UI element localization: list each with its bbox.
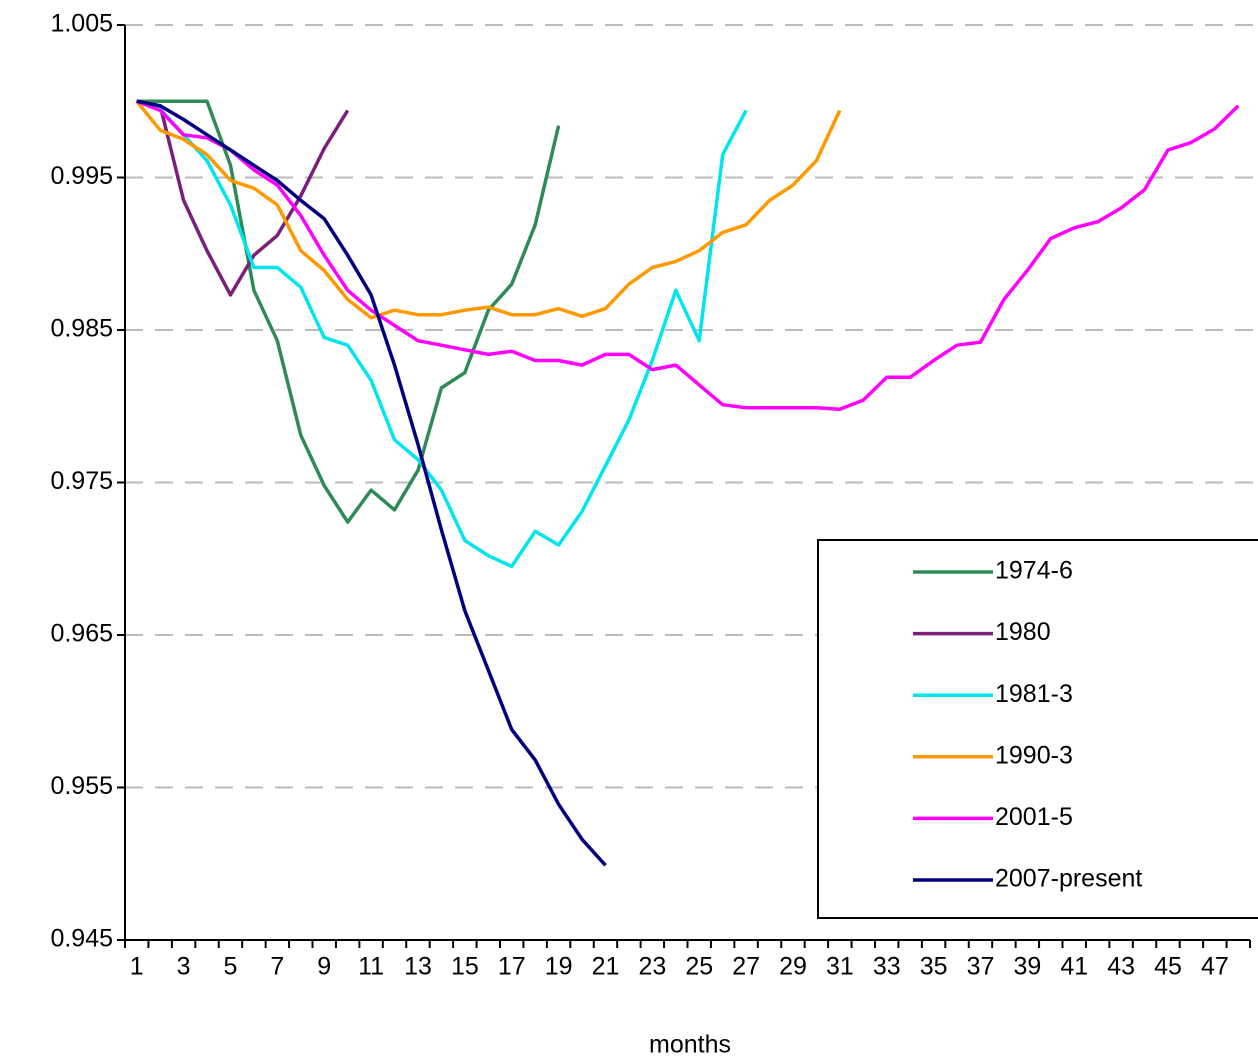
legend-label: 2007-present	[995, 865, 1142, 893]
legend-box	[817, 539, 1258, 919]
y-tick-label: 0.985	[50, 315, 113, 343]
x-tick-label: 39	[1013, 953, 1041, 981]
legend-label: 2001-5	[995, 803, 1073, 831]
x-tick-label: 31	[826, 953, 854, 981]
series-line	[136, 99, 607, 867]
y-tick-label: 0.945	[50, 925, 113, 953]
x-tick-label: 19	[545, 953, 573, 981]
y-tick-label: 1.005	[50, 10, 113, 38]
series-line	[136, 99, 350, 297]
x-tick-label: 11	[358, 953, 384, 981]
x-tick-label: 25	[685, 953, 713, 981]
x-tick-label: 17	[498, 953, 526, 981]
x-axis-label: months	[649, 1031, 731, 1059]
x-tick-label: 7	[270, 953, 284, 981]
series-line	[136, 99, 1240, 412]
x-tick-label: 5	[224, 953, 238, 981]
x-tick-label: 41	[1060, 953, 1088, 981]
x-tick-label: 15	[451, 953, 479, 981]
x-tick-label: 29	[779, 953, 807, 981]
x-tick-label: 35	[920, 953, 948, 981]
x-tick-label: 21	[592, 953, 620, 981]
x-tick-label: 13	[404, 953, 432, 981]
y-tick-label: 0.975	[50, 467, 113, 495]
x-tick-label: 33	[873, 953, 901, 981]
x-tick-label: 23	[638, 953, 666, 981]
x-tick-label: 45	[1154, 953, 1182, 981]
legend-label: 1981-3	[995, 680, 1073, 708]
x-tick-label: 43	[1107, 953, 1135, 981]
y-tick-label: 0.965	[50, 620, 113, 648]
x-tick-label: 47	[1201, 953, 1229, 981]
legend-label: 1980	[995, 618, 1051, 646]
y-tick-label: 0.955	[50, 772, 113, 800]
series-line	[135, 100, 842, 320]
series-line	[136, 99, 561, 524]
x-tick-label: 1	[130, 953, 144, 981]
legend-label: 1974-6	[995, 557, 1073, 585]
x-tick-label: 3	[177, 953, 191, 981]
y-tick-label: 0.995	[50, 162, 113, 190]
x-tick-label: 27	[732, 953, 760, 981]
series-line	[136, 99, 748, 569]
x-tick-label: 9	[317, 953, 331, 981]
x-tick-label: 37	[967, 953, 995, 981]
legend-label: 1990-3	[995, 741, 1073, 769]
